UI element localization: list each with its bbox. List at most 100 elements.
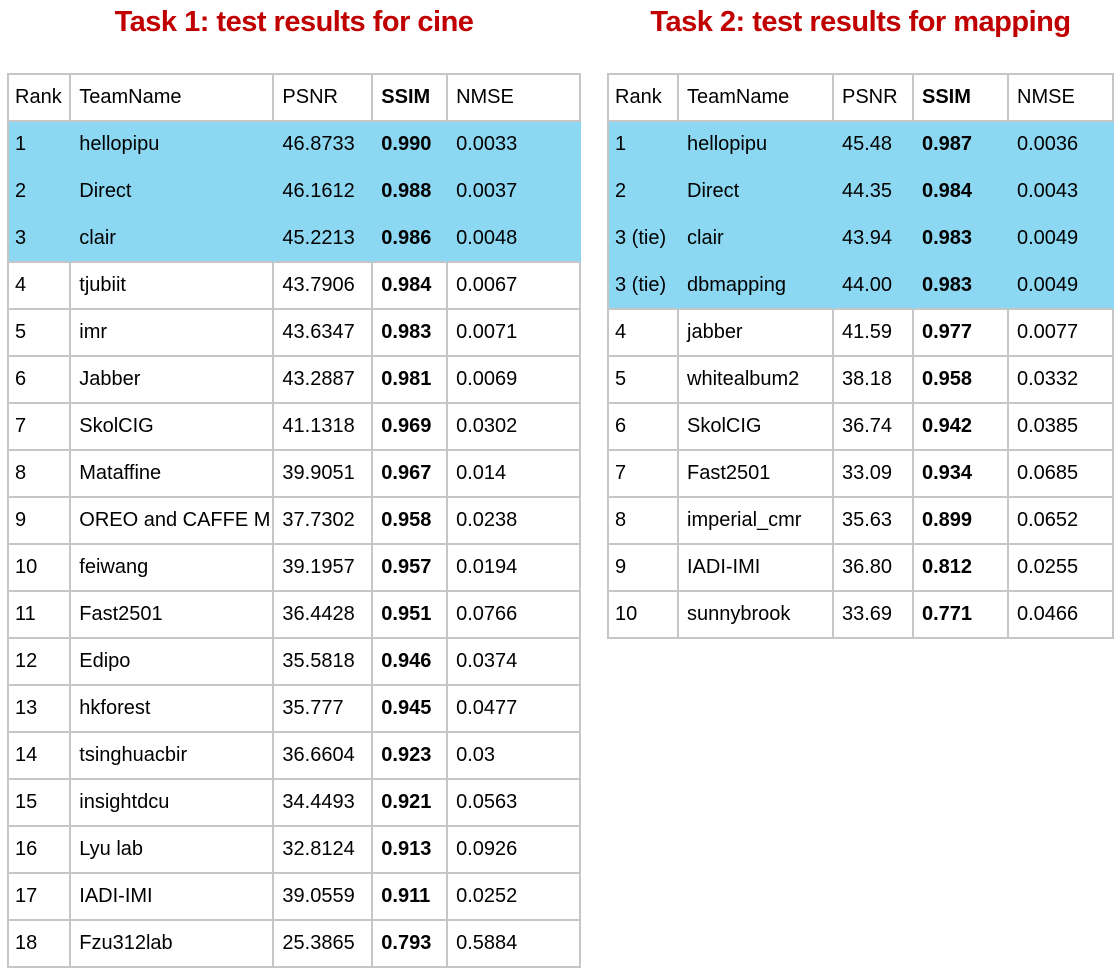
header-row: Rank TeamName PSNR SSIM NMSE [9, 75, 581, 122]
nmse-cell: 0.0926 [448, 827, 581, 874]
team-cell: hellopipu [679, 122, 834, 169]
nmse-cell: 0.0036 [1009, 122, 1114, 169]
table-row: 4 tjubiit 43.7906 0.984 0.0067 [9, 263, 581, 310]
table-row: 16 Lyu lab 32.8124 0.913 0.0926 [9, 827, 581, 874]
team-cell: feiwang [71, 545, 275, 592]
nmse-cell: 0.0049 [1009, 216, 1114, 263]
rank-cell: 17 [9, 874, 72, 921]
rank-cell: 1 [609, 122, 679, 169]
psnr-cell: 46.8733 [274, 122, 374, 169]
rank-cell: 6 [609, 404, 679, 451]
table-row: 1 hellopipu 46.8733 0.990 0.0033 [9, 122, 581, 169]
ssim-cell: 0.983 [914, 216, 1009, 263]
ssim-cell: 0.981 [373, 357, 449, 404]
psnr-cell: 41.59 [834, 310, 914, 357]
team-cell: insightdcu [71, 780, 275, 827]
table-row: 6 SkolCIG 36.74 0.942 0.0385 [609, 404, 1114, 451]
team-cell: OREO and CAFFE M [71, 498, 275, 545]
team-cell: sunnybrook [679, 592, 834, 639]
team-cell: Lyu lab [71, 827, 275, 874]
ssim-cell: 0.946 [373, 639, 449, 686]
nmse-cell: 0.0477 [448, 686, 581, 733]
psnr-cell: 43.2887 [274, 357, 374, 404]
ssim-cell: 0.984 [914, 169, 1009, 216]
rank-cell: 5 [9, 310, 72, 357]
rank-cell: 4 [609, 310, 679, 357]
psnr-cell: 43.6347 [274, 310, 374, 357]
task1-results-table: Rank TeamName PSNR SSIM NMSE 1 hellopipu 4… [7, 73, 581, 968]
ssim-cell: 0.913 [373, 827, 449, 874]
team-cell: whitealbum2 [679, 357, 834, 404]
rank-cell: 16 [9, 827, 72, 874]
psnr-cell: 35.63 [834, 498, 914, 545]
psnr-cell: 43.94 [834, 216, 914, 263]
nmse-cell: 0.0652 [1009, 498, 1114, 545]
psnr-cell: 35.777 [274, 686, 374, 733]
nmse-cell: 0.03 [448, 733, 581, 780]
ssim-cell: 0.951 [373, 592, 449, 639]
team-cell: Fast2501 [679, 451, 834, 498]
table-row: 9 OREO and CAFFE M 37.7302 0.958 0.0238 [9, 498, 581, 545]
team-cell: dbmapping [679, 263, 834, 310]
table-row: 13 hkforest 35.777 0.945 0.0477 [9, 686, 581, 733]
psnr-cell: 36.80 [834, 545, 914, 592]
team-cell: Direct [71, 169, 275, 216]
team-cell: clair [679, 216, 834, 263]
team-cell: Mataffine [71, 451, 275, 498]
column-header-rank: Rank [609, 75, 679, 122]
ssim-cell: 0.945 [373, 686, 449, 733]
rank-cell: 4 [9, 263, 72, 310]
table-row: 2 Direct 44.35 0.984 0.0043 [609, 169, 1114, 216]
column-header-nmse: NMSE [448, 75, 581, 122]
task2-title: Task 2: test results for mapping [650, 6, 1071, 38]
table-row: 3 (tie) dbmapping 44.00 0.983 0.0049 [609, 263, 1114, 310]
ssim-cell: 0.921 [373, 780, 449, 827]
team-cell: Fast2501 [71, 592, 275, 639]
ssim-cell: 0.899 [914, 498, 1009, 545]
psnr-cell: 39.9051 [274, 451, 374, 498]
nmse-cell: 0.0077 [1009, 310, 1114, 357]
column-header-teamname: TeamName [679, 75, 834, 122]
nmse-cell: 0.0048 [448, 216, 581, 263]
table-row: 18 Fzu312lab 25.3865 0.793 0.5884 [9, 921, 581, 968]
rank-cell: 2 [9, 169, 72, 216]
nmse-cell: 0.0302 [448, 404, 581, 451]
team-cell: jabber [679, 310, 834, 357]
nmse-cell: 0.0766 [448, 592, 581, 639]
table-row: 1 hellopipu 45.48 0.987 0.0036 [609, 122, 1114, 169]
ssim-cell: 0.983 [914, 263, 1009, 310]
rank-cell: 3 (tie) [609, 216, 679, 263]
ssim-cell: 0.942 [914, 404, 1009, 451]
ssim-cell: 0.957 [373, 545, 449, 592]
rank-cell: 7 [609, 451, 679, 498]
psnr-cell: 39.1957 [274, 545, 374, 592]
nmse-cell: 0.0194 [448, 545, 581, 592]
team-cell: Edipo [71, 639, 275, 686]
team-cell: SkolCIG [71, 404, 275, 451]
table-row: 5 whitealbum2 38.18 0.958 0.0332 [609, 357, 1114, 404]
nmse-cell: 0.5884 [448, 921, 581, 968]
ssim-cell: 0.990 [373, 122, 449, 169]
ssim-cell: 0.987 [914, 122, 1009, 169]
rank-cell: 8 [609, 498, 679, 545]
team-cell: hkforest [71, 686, 275, 733]
psnr-cell: 33.09 [834, 451, 914, 498]
table-row: 15 insightdcu 34.4493 0.921 0.0563 [9, 780, 581, 827]
column-header-ssim: SSIM [373, 75, 449, 122]
ssim-cell: 0.969 [373, 404, 449, 451]
task2-results-table: Rank TeamName PSNR SSIM NMSE 1 hellopipu 4… [607, 73, 1114, 639]
ssim-cell: 0.958 [914, 357, 1009, 404]
table-row: 17 IADI-IMI 39.0559 0.911 0.0252 [9, 874, 581, 921]
table-row: 12 Edipo 35.5818 0.946 0.0374 [9, 639, 581, 686]
nmse-cell: 0.0685 [1009, 451, 1114, 498]
psnr-cell: 44.35 [834, 169, 914, 216]
psnr-cell: 36.4428 [274, 592, 374, 639]
ssim-cell: 0.977 [914, 310, 1009, 357]
rank-cell: 9 [609, 545, 679, 592]
team-cell: IADI-IMI [679, 545, 834, 592]
table-row: 2 Direct 46.1612 0.988 0.0037 [9, 169, 581, 216]
nmse-cell: 0.0332 [1009, 357, 1114, 404]
psnr-cell: 36.74 [834, 404, 914, 451]
rank-cell: 7 [9, 404, 72, 451]
